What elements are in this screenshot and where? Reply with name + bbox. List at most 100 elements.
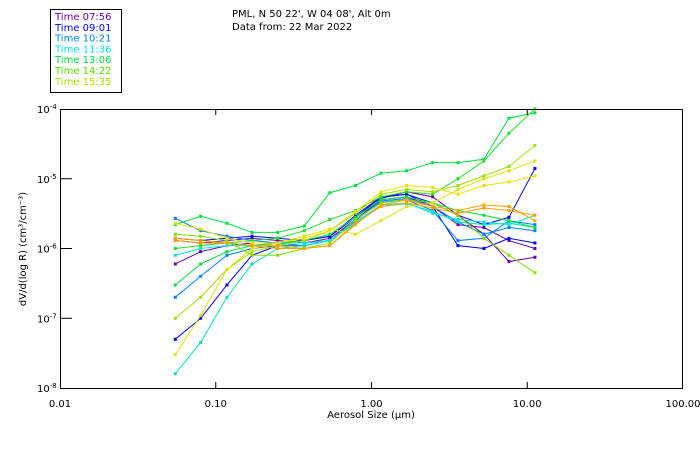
data-point [354,213,358,217]
data-point [379,201,383,205]
data-point [431,206,435,210]
data-point [507,226,511,230]
data-point [456,244,460,248]
data-point [507,209,511,213]
data-point [276,247,280,250]
data-point [507,164,511,168]
data-point [250,244,254,248]
series-line [175,168,536,242]
x-axis-label: Aerosol Size (μm) [327,410,415,421]
data-point [431,209,435,213]
data-point [199,234,203,238]
data-point [328,234,332,238]
legend-entry: Time 13:06 [54,55,111,66]
data-point [173,239,177,243]
data-point [225,239,229,243]
y-tick-label: 10-4 [37,103,57,116]
data-point [405,192,409,196]
data-point [482,203,486,207]
data-point [379,190,383,194]
data-point [276,253,280,257]
x-tick-label: 100.00 [666,399,700,410]
data-point [199,229,203,233]
data-point [405,198,409,202]
data-point [507,180,511,184]
data-point [482,159,486,163]
data-point [379,171,383,175]
data-point [328,244,332,248]
data-point [173,316,177,320]
data-point [199,295,203,299]
data-point [456,239,460,243]
data-point [456,184,460,188]
axes: 0.01 0.10 1.00 10.00 100.00 10-4 10-5 10-6 10-7 1… [37,103,700,410]
data-point [250,236,254,240]
data-point [173,236,177,240]
data-point [302,239,306,243]
data-point [507,169,511,173]
data-point [225,236,229,240]
y-tick-exponent: -8 [50,382,57,390]
data-point [507,116,511,120]
data-point [482,177,486,181]
data-point [533,247,537,250]
data-point [405,184,409,188]
legend-box [50,9,122,93]
data-point [482,174,486,178]
y-tick-exponent: -6 [50,243,58,251]
data-point [328,232,332,236]
data-point [482,247,486,250]
series-line [175,196,536,265]
header-location: PML, N 50 22', W 04 08', Alt 0m [232,9,391,20]
series-line [174,203,535,375]
data-point [482,206,486,210]
data-point [379,198,383,202]
data-point [173,216,177,220]
y-tick-exponent: -4 [50,103,58,111]
data-point [276,239,280,243]
data-point [405,205,409,209]
data-point [482,220,486,224]
data-point [533,241,537,245]
y-tick-exponent: -5 [50,173,57,181]
data-point [302,224,306,228]
data-point [533,174,537,178]
data-point [379,219,383,223]
data-point [276,230,280,234]
data-point [482,236,486,240]
data-point [405,201,409,205]
data-point [354,218,358,222]
data-point [379,203,383,207]
data-point [250,253,254,257]
data-point [507,239,511,243]
data-point [405,188,409,192]
data-point [225,234,229,238]
data-point [302,247,306,250]
y-tick-label: 10-7 [37,312,57,325]
data-point [533,223,537,227]
data-point [456,192,460,196]
data-point [456,218,460,222]
data-point [199,313,203,317]
header-date: Data from: 22 Mar 2022 [232,22,352,33]
data-point [328,239,332,243]
data-point [225,283,229,287]
data-point [199,316,203,320]
data-point [199,227,203,231]
data-point [225,267,229,271]
plot-series [173,107,537,376]
data-point [250,239,254,243]
data-point [173,337,177,341]
data-point [507,223,511,227]
data-point [533,226,537,230]
y-tick-exponent: -7 [50,312,57,320]
data-point [405,169,409,173]
data-point [507,219,511,223]
data-point [482,213,486,217]
data-point [199,214,203,218]
data-point [328,241,332,245]
data-point [354,184,358,188]
data-point [199,239,203,243]
data-point [533,219,537,223]
